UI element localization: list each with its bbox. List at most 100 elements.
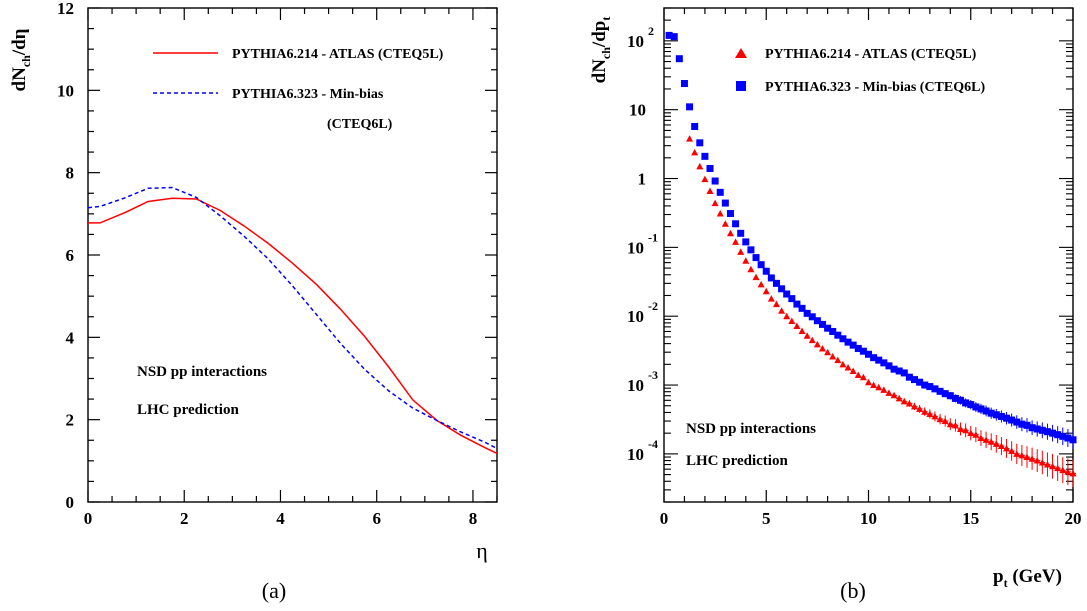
point-minbias bbox=[767, 274, 775, 282]
point-minbias bbox=[895, 367, 903, 375]
panel-a-frame bbox=[87, 7, 498, 503]
point-minbias bbox=[941, 390, 949, 398]
point-minbias bbox=[890, 365, 898, 373]
point-atlas bbox=[1023, 453, 1031, 461]
point-minbias bbox=[1018, 420, 1026, 428]
point-atlas bbox=[767, 295, 775, 302]
panel-a-ylabel: dNch/dη bbox=[9, 29, 33, 92]
point-atlas bbox=[706, 187, 714, 194]
point-atlas bbox=[865, 378, 872, 386]
point-minbias bbox=[911, 376, 919, 384]
panel-a-annotation-2: LHC prediction bbox=[137, 402, 239, 418]
point-atlas bbox=[911, 402, 919, 410]
point-atlas bbox=[696, 162, 704, 170]
point-atlas bbox=[737, 248, 745, 255]
point-minbias bbox=[875, 356, 883, 364]
point-minbias bbox=[972, 403, 980, 411]
y-tick-label: 10 bbox=[627, 32, 644, 51]
y-tick-label: 6 bbox=[66, 246, 75, 265]
point-atlas bbox=[818, 344, 826, 352]
y-tick-label: 0 bbox=[66, 493, 75, 512]
point-atlas bbox=[916, 405, 924, 412]
point-minbias bbox=[783, 290, 791, 298]
point-minbias bbox=[757, 261, 765, 269]
point-atlas bbox=[839, 360, 847, 368]
x-tick-label: 2 bbox=[180, 509, 189, 528]
point-minbias bbox=[711, 177, 719, 185]
point-minbias bbox=[793, 300, 801, 308]
point-atlas bbox=[895, 394, 903, 402]
x-tick-label: 4 bbox=[276, 509, 285, 528]
x-tick-label: 6 bbox=[372, 509, 381, 528]
point-atlas bbox=[711, 199, 719, 207]
point-minbias bbox=[701, 152, 709, 160]
point-atlas bbox=[951, 421, 959, 429]
point-minbias bbox=[1008, 416, 1016, 424]
panel-a-ticks: 0 2 4 6 8 0 2 4 6 8 10 12 bbox=[57, 0, 498, 528]
point-minbias bbox=[957, 396, 965, 404]
point-atlas bbox=[747, 265, 755, 273]
point-minbias bbox=[921, 381, 929, 389]
point-atlas bbox=[1033, 457, 1041, 464]
panel-b-ylabel: dNch/dpt bbox=[589, 17, 613, 84]
point-minbias bbox=[1049, 429, 1057, 437]
point-atlas bbox=[1043, 461, 1051, 468]
point-minbias bbox=[747, 246, 755, 254]
point-minbias bbox=[951, 394, 959, 402]
point-minbias bbox=[982, 407, 990, 415]
point-minbias bbox=[798, 304, 806, 312]
point-minbias bbox=[675, 55, 683, 63]
point-atlas bbox=[987, 438, 995, 445]
point-minbias bbox=[716, 188, 724, 196]
point-atlas bbox=[808, 336, 816, 344]
legend-label-minbias-2: (CTEQ6L) bbox=[327, 117, 393, 132]
panel-a-legend: PYTHIA6.214 - ATLAS (CTEQ5L) PYTHIA6.323… bbox=[153, 47, 444, 132]
point-atlas bbox=[783, 312, 791, 320]
point-minbias bbox=[742, 238, 750, 246]
point-minbias bbox=[946, 392, 954, 400]
point-minbias bbox=[936, 387, 944, 395]
point-minbias bbox=[818, 320, 826, 328]
legend-label-minbias: PYTHIA6.323 - Min-bias bbox=[232, 87, 384, 102]
point-atlas bbox=[1013, 450, 1021, 457]
point-minbias bbox=[1043, 428, 1051, 436]
y-tick-label: 10 bbox=[629, 101, 646, 120]
panel-b-series bbox=[665, 31, 1077, 488]
point-minbias bbox=[880, 359, 888, 367]
point-atlas bbox=[957, 425, 965, 432]
panel-a-xlabel: η bbox=[476, 538, 488, 563]
point-minbias bbox=[691, 122, 699, 130]
point-minbias bbox=[670, 33, 678, 41]
point-minbias bbox=[844, 338, 852, 346]
point-atlas bbox=[798, 327, 806, 334]
point-atlas bbox=[870, 381, 878, 389]
point-atlas bbox=[1028, 455, 1036, 462]
point-minbias bbox=[772, 279, 780, 287]
point-atlas bbox=[721, 220, 729, 227]
point-atlas bbox=[931, 412, 939, 420]
point-atlas bbox=[967, 429, 975, 437]
point-minbias bbox=[726, 210, 734, 218]
point-atlas bbox=[859, 373, 867, 381]
point-atlas bbox=[946, 420, 954, 428]
point-atlas bbox=[982, 436, 990, 443]
panel-a-caption: (a) bbox=[262, 578, 286, 603]
point-atlas bbox=[726, 229, 734, 237]
point-minbias bbox=[1003, 414, 1011, 422]
point-minbias bbox=[1059, 432, 1067, 440]
y-tick-exponent: 2 bbox=[648, 24, 654, 38]
point-atlas bbox=[732, 238, 740, 245]
point-atlas bbox=[1059, 466, 1067, 474]
point-minbias bbox=[854, 344, 862, 352]
point-atlas bbox=[752, 273, 760, 281]
y-tick-label: 10 bbox=[627, 238, 644, 257]
y-tick-exponent: -4 bbox=[648, 437, 658, 451]
panel-b-legend: PYTHIA6.214 - ATLAS (CTEQ5L) PYTHIA6.323… bbox=[735, 47, 985, 95]
point-atlas bbox=[813, 340, 821, 348]
point-atlas bbox=[788, 317, 796, 325]
point-minbias bbox=[803, 309, 811, 317]
y-tick-label: 4 bbox=[66, 328, 75, 347]
point-atlas bbox=[844, 363, 852, 371]
